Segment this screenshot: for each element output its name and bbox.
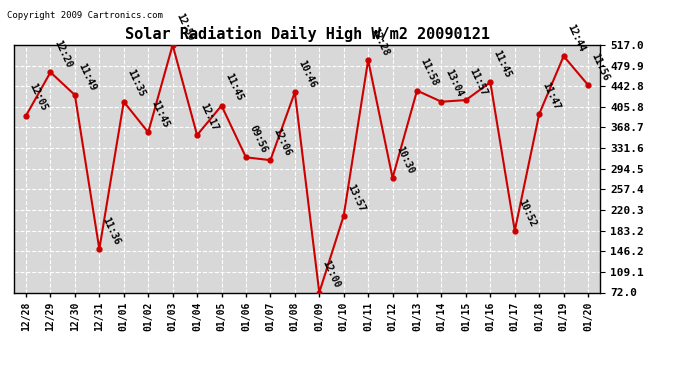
Text: 12:17: 12:17: [199, 102, 220, 132]
Text: 13:57: 13:57: [345, 182, 366, 213]
Text: 11:45: 11:45: [492, 49, 513, 80]
Text: 11:49: 11:49: [77, 62, 98, 92]
Text: 12:44: 12:44: [565, 22, 586, 53]
Text: Copyright 2009 Cartronics.com: Copyright 2009 Cartronics.com: [7, 11, 163, 20]
Text: 12:06: 12:06: [272, 126, 293, 158]
Text: 10:30: 10:30: [394, 144, 415, 175]
Title: Solar Radiation Daily High W/m2 20090121: Solar Radiation Daily High W/m2 20090121: [125, 27, 489, 42]
Text: 12:50: 12:50: [174, 11, 195, 42]
Text: 10:52: 10:52: [516, 197, 538, 228]
Text: 11:58: 11:58: [418, 57, 440, 88]
Text: 11:47: 11:47: [540, 80, 562, 111]
Text: 12:28: 12:28: [370, 26, 391, 57]
Text: 11:45: 11:45: [223, 72, 244, 103]
Text: 09:56: 09:56: [247, 124, 269, 154]
Text: 12:20: 12:20: [52, 39, 73, 69]
Text: 12:05: 12:05: [28, 82, 49, 113]
Text: 12:00: 12:00: [321, 259, 342, 290]
Text: 11:56: 11:56: [589, 51, 611, 82]
Text: 11:57: 11:57: [467, 66, 489, 97]
Text: 11:36: 11:36: [101, 216, 122, 246]
Text: 11:45: 11:45: [150, 99, 171, 129]
Text: 11:35: 11:35: [125, 68, 147, 99]
Text: 13:04: 13:04: [443, 68, 464, 99]
Text: 10:46: 10:46: [296, 58, 317, 90]
